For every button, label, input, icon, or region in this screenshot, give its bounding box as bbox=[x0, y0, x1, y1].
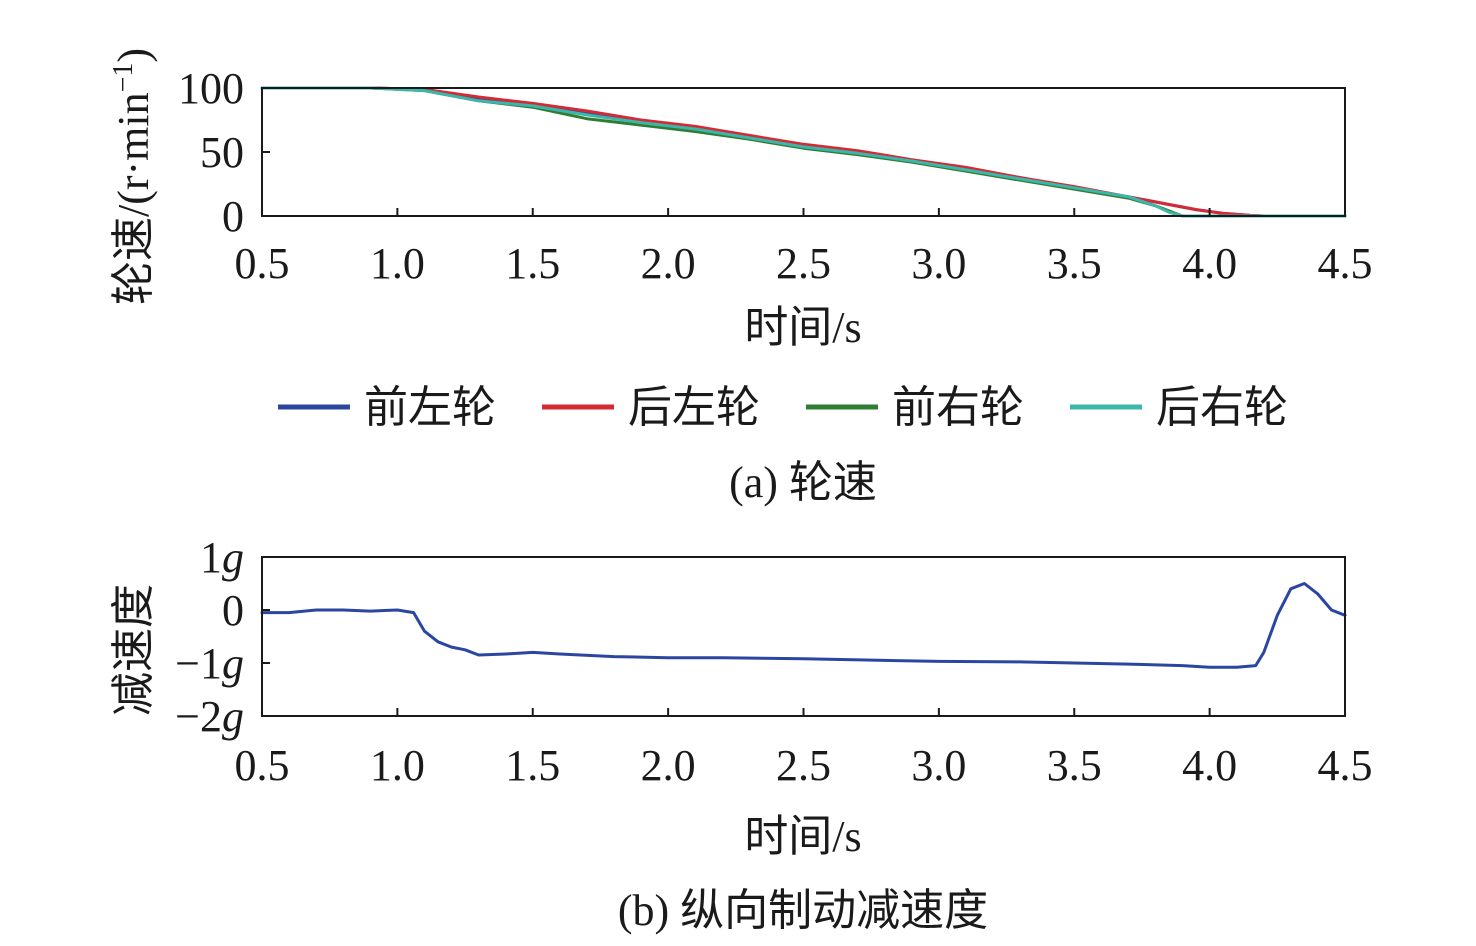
panel-a-x-tick-label: 1.0 bbox=[370, 239, 425, 288]
panel-b-x-tick-label: 0.5 bbox=[235, 741, 290, 790]
panel-a-x-tick-label: 3.5 bbox=[1047, 239, 1102, 288]
panel-a-y-tick-label: 0 bbox=[222, 192, 244, 241]
panel-b-x-tick-label: 4.0 bbox=[1182, 741, 1237, 790]
panel-b-plot-frame bbox=[261, 556, 1346, 717]
panel-a-series bbox=[260, 86, 1347, 218]
panel-a-y-axis-label-superscript: −1 bbox=[108, 63, 139, 93]
legend-item-front-left[interactable]: 前左轮 bbox=[278, 383, 496, 432]
panel-a-x-tick-label: 0.5 bbox=[235, 239, 290, 288]
panel-a-x-tick-label: 2.0 bbox=[641, 239, 696, 288]
panel-b-x-tick-label: 1.0 bbox=[370, 741, 425, 790]
legend-item-rear-right[interactable]: 后右轮 bbox=[1070, 383, 1288, 432]
panel-b-y-tick-label: 0 bbox=[222, 586, 244, 635]
panel-a-series-line-front_right bbox=[260, 86, 1347, 218]
panel-a-plot-frame bbox=[261, 87, 1346, 217]
panel-a-y-axis-label: 轮速/(r·min−1) bbox=[108, 48, 158, 305]
panel-b: 0.5 1.0 1.5 2.0 2.5 3.0 3.5 4.0 4.5 1g0−1g−2g 时间… bbox=[109, 533, 1373, 935]
panel-b-y-ticks: 1g0−1g−2g bbox=[175, 533, 270, 741]
panel-a-x-ticks: 0.5 1.0 1.5 2.0 2.5 3.0 3.5 4.0 4.5 bbox=[235, 208, 1373, 288]
panel-b-x-axis-label: 时间/s bbox=[744, 812, 861, 861]
panel-a-series-line-front_left bbox=[260, 86, 1347, 218]
panel-b-y-tick-label: 1g bbox=[200, 533, 244, 582]
legend-item-front-right[interactable]: 前右轮 bbox=[806, 383, 1024, 432]
panel-a-y-tick-label: 50 bbox=[200, 128, 244, 177]
panel-b-caption: (b) 纵向制动减速度 bbox=[618, 886, 988, 935]
panel-b-x-tick-label: 3.5 bbox=[1047, 741, 1102, 790]
panel-b-y-tick-label: −2g bbox=[175, 692, 244, 741]
panel-a-x-tick-label: 2.5 bbox=[776, 239, 831, 288]
panel-b-x-tick-label: 2.5 bbox=[776, 741, 831, 790]
panel-a-y-axis-label-main: 轮速/(r·min bbox=[109, 92, 158, 305]
legend-label-front-left: 前左轮 bbox=[364, 383, 496, 432]
panel-a-x-axis-label: 时间/s bbox=[744, 303, 861, 352]
legend-label-front-right: 前右轮 bbox=[892, 383, 1024, 432]
panel-a-legend: 前左轮 后左轮 前右轮 后右轮 bbox=[278, 383, 1288, 432]
panel-b-series bbox=[260, 582, 1347, 669]
panel-a-y-axis-label-close: ) bbox=[109, 48, 158, 63]
panel-b-series-line-decel bbox=[260, 582, 1347, 669]
panel-a-series-line-rear_right bbox=[260, 86, 1347, 218]
panel-b-x-tick-label: 2.0 bbox=[641, 741, 696, 790]
legend-label-rear-right: 后右轮 bbox=[1156, 383, 1288, 432]
panel-b-x-tick-label: 3.0 bbox=[911, 741, 966, 790]
panel-a-series-line-rear_left bbox=[260, 86, 1347, 218]
panel-b-y-tick-label: −1g bbox=[175, 639, 244, 688]
panel-b-x-tick-label: 4.5 bbox=[1318, 741, 1373, 790]
panel-a-caption: (a) 轮速 bbox=[729, 458, 877, 507]
panel-a-x-tick-label: 3.0 bbox=[911, 239, 966, 288]
panel-b-x-tick-label: 1.5 bbox=[505, 741, 560, 790]
panel-a-x-tick-label: 4.0 bbox=[1182, 239, 1237, 288]
panel-a-x-tick-label: 1.5 bbox=[505, 239, 560, 288]
legend-item-rear-left[interactable]: 后左轮 bbox=[542, 383, 760, 432]
panel-a-y-ticks: 0 50 100 bbox=[178, 64, 270, 241]
panel-b-y-axis-label: 减速度 bbox=[109, 584, 158, 716]
panel-b-x-ticks: 0.5 1.0 1.5 2.0 2.5 3.0 3.5 4.0 4.5 bbox=[235, 708, 1373, 790]
panel-a-y-tick-label: 100 bbox=[178, 64, 244, 113]
legend-label-rear-left: 后左轮 bbox=[628, 383, 760, 432]
panel-a-x-tick-label: 4.5 bbox=[1318, 239, 1373, 288]
